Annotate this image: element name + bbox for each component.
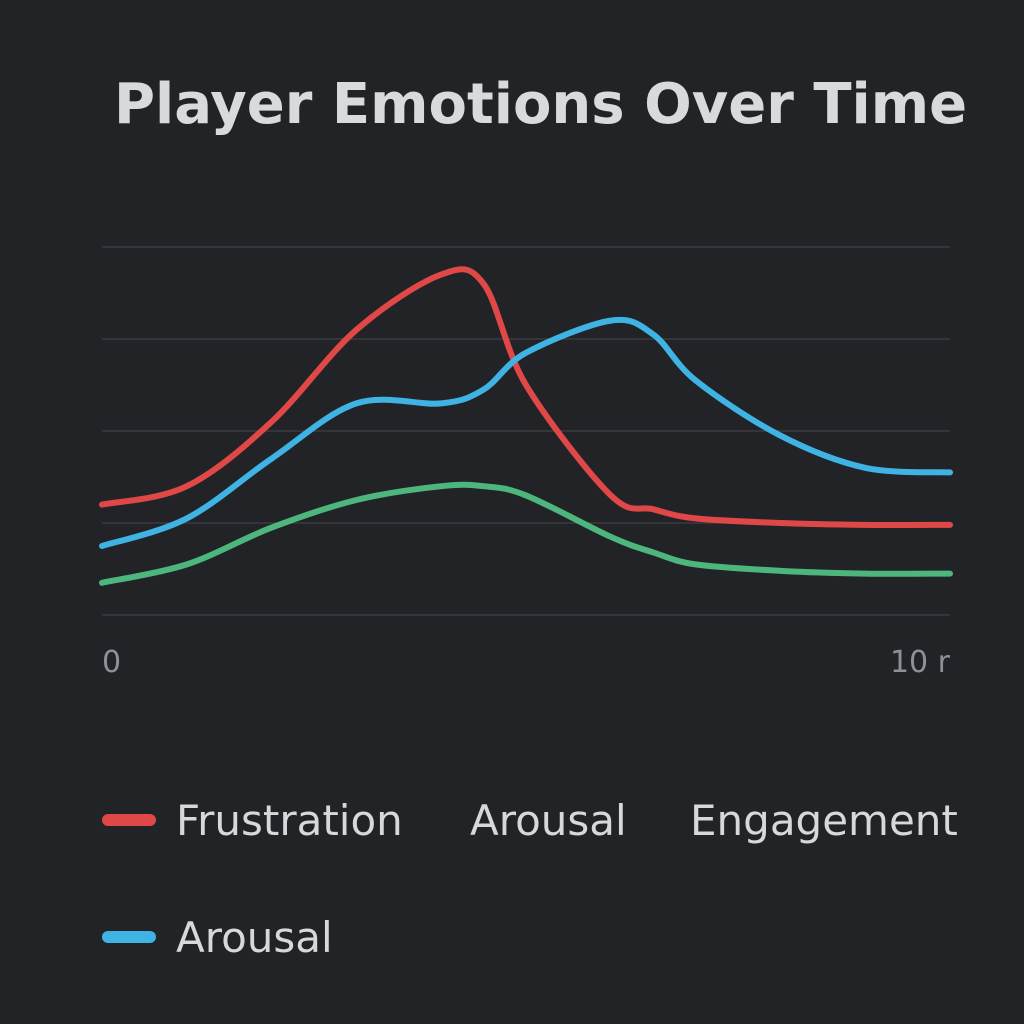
grid-lines: [102, 246, 950, 616]
legend-label-engagement: Engagement: [690, 795, 958, 845]
series-line-engagement: [99, 481, 953, 586]
x-tick-label: 0: [102, 645, 121, 680]
series-line-frustration: [99, 266, 953, 528]
legend-swatch-frustration: [102, 814, 156, 826]
chart-title: Player Emotions Over Time: [114, 72, 968, 137]
series-lines: [99, 266, 953, 586]
x-axis-ticks: 0 10 r: [102, 645, 951, 680]
series-line-arousal: [99, 316, 953, 549]
legend-label-frustration: Frustration: [176, 795, 403, 845]
legend-item-arousal-text: Arousal: [470, 796, 627, 845]
legend-label-arousal-2: Arousal: [176, 912, 333, 962]
legend-swatch-arousal: [102, 931, 156, 943]
legend-item-engagement: Engagement: [690, 796, 958, 845]
legend-label-arousal: Arousal: [470, 795, 627, 845]
legend-item-arousal: Arousal: [102, 913, 333, 962]
legend-item-frustration: Frustration: [102, 796, 403, 845]
x-tick-label: 10 r: [890, 645, 951, 680]
